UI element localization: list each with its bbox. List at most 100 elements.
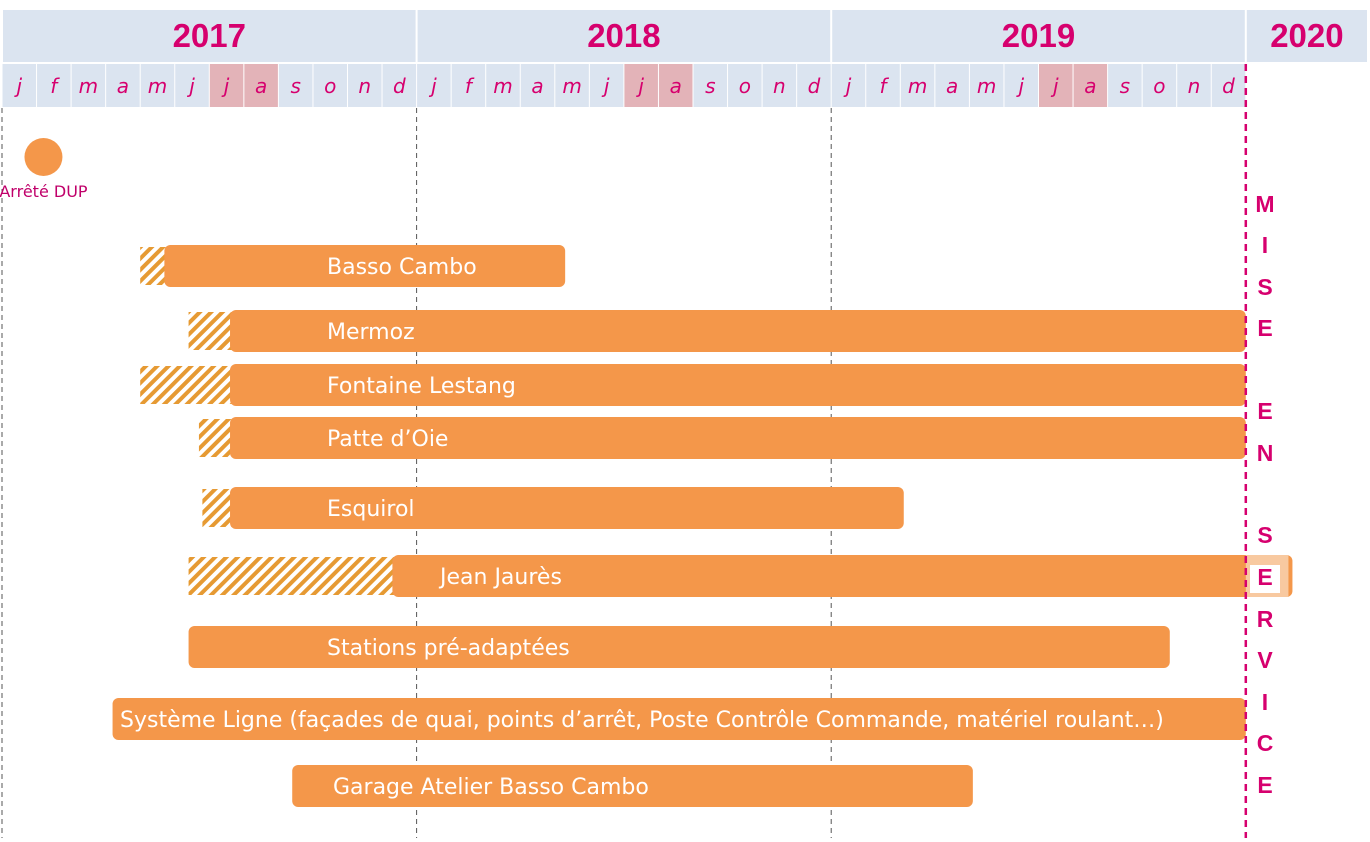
letter-bg: [1250, 648, 1280, 676]
task-label: Fontaine Lestang: [327, 374, 516, 399]
commissioning-letter: R: [1257, 606, 1274, 632]
letter-bg: [1250, 690, 1280, 718]
year-cell: [832, 10, 1245, 62]
task-bar: [164, 245, 566, 287]
task-label: Stations pré-adaptées: [327, 636, 570, 661]
month-label: j: [1050, 74, 1059, 98]
letter-bg: [1250, 192, 1280, 220]
month-label: d: [1222, 74, 1235, 98]
month-cell: [451, 64, 486, 107]
month-cell: [278, 64, 313, 107]
task-bar: [230, 487, 904, 529]
year-label: 2017: [173, 17, 246, 54]
month-label: a: [255, 74, 267, 98]
commissioning-letter: E: [1257, 398, 1272, 424]
letter-bg: [1250, 441, 1280, 469]
month-label: j: [635, 74, 644, 98]
commissioning-letter: I: [1262, 232, 1268, 258]
month-cell: [1108, 64, 1142, 107]
commissioning-letter: I: [1262, 689, 1268, 715]
month-label: o: [739, 74, 751, 98]
month-cell: [1073, 64, 1108, 107]
task-label: Patte d’Oie: [327, 427, 448, 452]
month-label: a: [946, 74, 958, 98]
year-cell: [3, 10, 416, 62]
month-label: j: [1015, 74, 1024, 98]
commissioning-letter: E: [1257, 772, 1272, 798]
month-label: j: [186, 74, 195, 98]
month-label: m: [562, 74, 581, 98]
year-cell: [417, 10, 831, 62]
month-cell: [831, 64, 866, 107]
letter-bg: [1250, 565, 1280, 593]
month-label: s: [705, 74, 715, 98]
month-cell: [2, 64, 37, 107]
month-cell: [935, 64, 969, 107]
month-cell: [797, 64, 831, 107]
year-gridlines: [1, 108, 832, 838]
month-cell: [658, 64, 693, 107]
commissioning-letter: E: [1257, 564, 1272, 590]
month-label: n: [773, 74, 786, 98]
milestone-group: Arrêté DUP: [0, 138, 88, 201]
commissioning-letter: M: [1255, 191, 1274, 217]
commissioning-letter: S: [1257, 274, 1272, 300]
month-cell: [486, 64, 520, 107]
letter-bg: [1250, 233, 1280, 261]
month-label: a: [670, 74, 682, 98]
year-label: 2020: [1270, 17, 1343, 54]
task-label: Esquirol: [327, 497, 415, 522]
month-cell: [175, 64, 209, 107]
letter-bg: [1250, 275, 1280, 303]
task-bar: [230, 364, 1246, 406]
month-label: a: [1084, 74, 1096, 98]
task-prep-hatch: [140, 366, 237, 404]
month-label: f: [880, 74, 890, 98]
month-cell: [1142, 64, 1177, 107]
month-label: m: [148, 74, 167, 98]
month-cell: [1004, 64, 1038, 107]
month-cell: [140, 64, 175, 107]
task-label: Basso Cambo: [327, 255, 477, 280]
task-bar: [112, 698, 1246, 740]
month-label: a: [531, 74, 543, 98]
month-label: f: [465, 74, 475, 98]
month-cell: [71, 64, 106, 107]
task-bar: [392, 555, 1293, 597]
month-label: m: [908, 74, 927, 98]
year-label: 2018: [587, 17, 660, 54]
commissioning-letter: N: [1257, 440, 1274, 466]
month-label: s: [1120, 74, 1130, 98]
month-cell: [106, 64, 140, 107]
task-label: Jean Jaurès: [438, 565, 562, 590]
month-cell: [244, 64, 278, 107]
month-label: o: [324, 74, 336, 98]
month-label: s: [290, 74, 300, 98]
month-cell: [382, 64, 417, 107]
month-label: j: [843, 74, 852, 98]
year-label: 2019: [1002, 17, 1075, 54]
month-label: a: [117, 74, 129, 98]
month-cell: [1211, 64, 1246, 107]
month-cell: [728, 64, 762, 107]
task-bar: [292, 765, 973, 807]
month-label: d: [808, 74, 821, 98]
month-cell: [866, 64, 900, 107]
month-cell: [969, 64, 1004, 107]
task-label: Système Ligne (façades de quai, points d…: [120, 708, 1164, 733]
month-cell: [1177, 64, 1211, 107]
month-cell: [900, 64, 935, 107]
month-label: j: [601, 74, 610, 98]
month-cell: [762, 64, 797, 107]
month-cell: [348, 64, 382, 107]
month-label: m: [79, 74, 98, 98]
month-label: n: [358, 74, 371, 98]
letter-bg: [1250, 607, 1280, 635]
milestone-dot: [24, 138, 63, 176]
task-bar: [230, 310, 1246, 352]
commissioning-letter: S: [1257, 522, 1272, 548]
letter-bg: [1250, 523, 1280, 551]
task-bar: [230, 417, 1246, 459]
